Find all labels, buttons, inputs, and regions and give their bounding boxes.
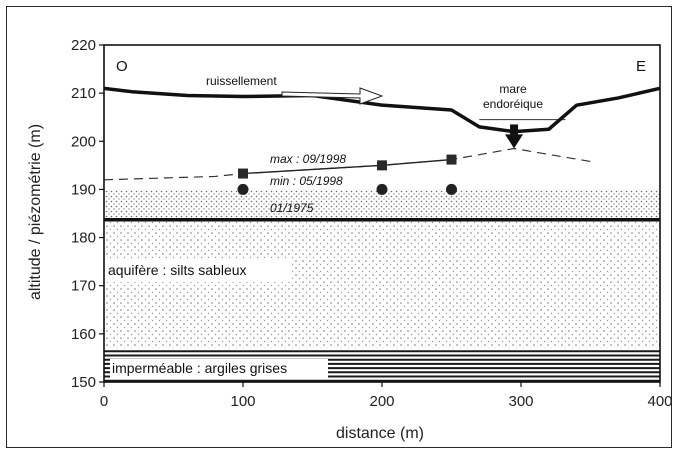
impermeable-label-box <box>110 359 328 379</box>
x-tick-label: 400 <box>647 393 672 410</box>
min-marker <box>376 183 388 195</box>
y-tick-label: 190 <box>71 181 96 198</box>
max-marker <box>446 154 457 165</box>
x-tick-label: 300 <box>508 393 533 410</box>
y-tick-label: 170 <box>71 278 96 295</box>
max-marker <box>377 160 387 171</box>
y-tick-label: 160 <box>71 326 96 343</box>
pond-label-line2: endoréique <box>483 97 543 111</box>
x-axis-title: distance (m) <box>336 425 424 442</box>
max-label: max : 09/1998 <box>270 152 346 166</box>
y-tick-label: 220 <box>71 37 96 54</box>
x-tick-label: 100 <box>230 393 255 410</box>
x-tick-label: 0 <box>100 393 108 410</box>
ground-surface-line <box>103 86 661 134</box>
east-label: E <box>636 58 646 75</box>
impermeable-label: imperméable : argiles grises <box>112 360 287 376</box>
y-tick-label: 210 <box>71 85 96 102</box>
max-marker <box>238 168 248 179</box>
min-label: min : 05/1998 <box>270 174 343 188</box>
min-marker <box>237 183 249 195</box>
pond-label-line1: mare <box>499 82 527 96</box>
infiltration-arrow-icon <box>505 134 524 149</box>
west-label: O <box>116 58 128 75</box>
aquifer-layer <box>104 219 660 349</box>
infiltration-arrow-shaft <box>510 124 519 135</box>
label-1975: 01/1975 <box>270 201 314 215</box>
runoff-label: ruissellement <box>206 74 277 88</box>
min-marker <box>446 183 457 195</box>
y-axis-title: altitude / piézométrie (m) <box>27 124 44 300</box>
aquifer-label: aquifère : silts sableux <box>108 262 247 278</box>
aquifer-label-box <box>106 260 292 282</box>
y-tick-label: 180 <box>71 230 96 247</box>
y-tick-label: 200 <box>71 133 96 150</box>
y-tick-label: 150 <box>71 374 96 391</box>
chart-frame <box>6 6 672 448</box>
historic-water-table-line <box>103 147 591 181</box>
x-tick-label: 200 <box>369 393 394 410</box>
runoff-arrow-icon <box>281 87 384 105</box>
